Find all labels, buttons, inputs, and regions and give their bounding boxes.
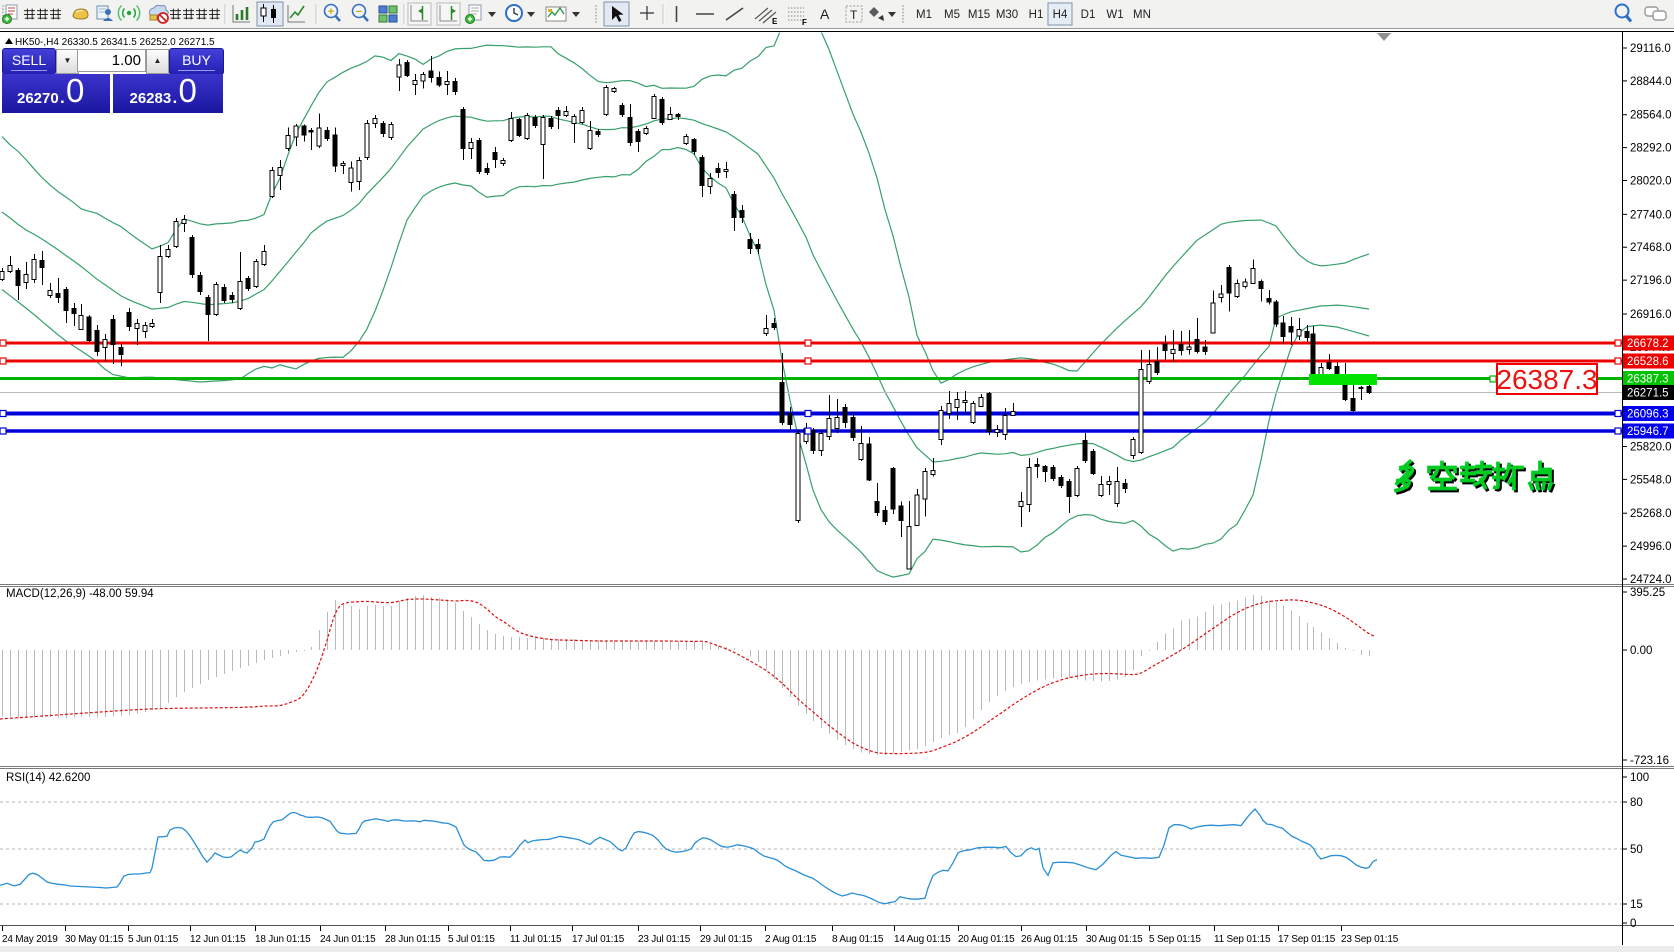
svg-text:26271.5: 26271.5 [1627,388,1669,400]
svg-text:28292.0: 28292.0 [1630,143,1672,155]
svg-text:W1: W1 [1106,9,1123,21]
svg-text:25820.0: 25820.0 [1630,441,1672,453]
svg-text:25268.0: 25268.0 [1630,508,1672,520]
svg-text:80: 80 [1630,797,1643,809]
svg-text:MACD(12,26,9) -48.00 59.94: MACD(12,26,9) -48.00 59.94 [6,588,154,600]
svg-text:30 Aug 01:15: 30 Aug 01:15 [1086,934,1143,945]
svg-text:17 Sep 01:15: 17 Sep 01:15 [1278,934,1336,945]
svg-text:5 Sep 01:15: 5 Sep 01:15 [1149,934,1201,945]
svg-text:H4: H4 [1053,9,1068,21]
svg-text:28564.0: 28564.0 [1630,110,1672,122]
svg-text:2 Aug 01:15: 2 Aug 01:15 [765,934,817,945]
svg-text:11 Jul 01:15: 11 Jul 01:15 [510,934,562,945]
svg-text:E: E [772,17,778,26]
svg-text:HK50-,H4 26330.5 26341.5 2625: HK50-,H4 26330.5 26341.5 26252.0 26271.5 [15,37,215,48]
svg-text:8 Aug 01:15: 8 Aug 01:15 [832,934,884,945]
svg-text:5 Jun 01:15: 5 Jun 01:15 [128,934,179,945]
svg-text:5 Jul 01:15: 5 Jul 01:15 [448,934,495,945]
svg-text:-723.16: -723.16 [1630,755,1669,767]
svg-text:18 Jun 01:15: 18 Jun 01:15 [255,934,311,945]
svg-text:M1: M1 [916,9,932,21]
svg-text:14 Aug 01:15: 14 Aug 01:15 [894,934,951,945]
svg-text:26528.6: 26528.6 [1627,356,1669,368]
svg-text:23 Jul 01:15: 23 Jul 01:15 [638,934,691,945]
svg-text:25946.7: 25946.7 [1627,426,1669,438]
svg-text:20 Aug 01:15: 20 Aug 01:15 [958,934,1015,945]
svg-text:12 Jun 01:15: 12 Jun 01:15 [190,934,246,945]
svg-text:28 Jun 01:15: 28 Jun 01:15 [385,934,441,945]
svg-text:23 Sep 01:15: 23 Sep 01:15 [1341,934,1399,945]
svg-text:T: T [850,8,858,22]
svg-text:RSI(14) 42.6200: RSI(14) 42.6200 [6,772,90,784]
svg-text:0: 0 [1630,918,1636,930]
svg-text:D1: D1 [1081,9,1096,21]
svg-text:27468.0: 27468.0 [1630,242,1672,254]
svg-text:29116.0: 29116.0 [1630,43,1671,55]
svg-text:MN: MN [1133,9,1151,21]
svg-text:26096.3: 26096.3 [1627,409,1669,421]
svg-text:26916.0: 26916.0 [1630,309,1672,321]
svg-text:26 Aug 01:15: 26 Aug 01:15 [1021,934,1078,945]
svg-text:26387.3: 26387.3 [1627,374,1669,386]
svg-text:−: − [356,6,362,18]
svg-text:25548.0: 25548.0 [1630,474,1672,486]
svg-text:24996.0: 24996.0 [1630,541,1672,553]
svg-text:395.25: 395.25 [1630,587,1665,599]
svg-text:27740.0: 27740.0 [1630,209,1672,221]
svg-text:0.00: 0.00 [1630,645,1652,657]
svg-text:27196.0: 27196.0 [1630,275,1672,287]
svg-text:M15: M15 [968,9,990,21]
svg-text:100: 100 [1630,772,1649,784]
svg-text:28020.0: 28020.0 [1630,176,1672,188]
svg-text:24 Jun 01:15: 24 Jun 01:15 [320,934,376,945]
svg-text:F: F [802,18,807,27]
svg-text:26387.3: 26387.3 [1496,364,1597,395]
svg-text:M30: M30 [996,9,1018,21]
svg-text:11 Sep 01:15: 11 Sep 01:15 [1214,934,1271,945]
svg-text:29 Jul 01:15: 29 Jul 01:15 [700,934,753,945]
svg-text:17 Jul 01:15: 17 Jul 01:15 [572,934,625,945]
svg-text:30 May 01:15: 30 May 01:15 [65,934,124,945]
svg-text:24 May 2019: 24 May 2019 [2,934,58,945]
svg-text:A: A [820,6,830,22]
svg-text:15: 15 [1630,899,1643,911]
svg-text:+: + [328,6,334,18]
svg-text:M5: M5 [944,9,960,21]
svg-text:50: 50 [1630,844,1643,856]
svg-text:26678.2: 26678.2 [1627,338,1669,350]
svg-text:H1: H1 [1029,9,1044,21]
svg-text:24724.0: 24724.0 [1630,574,1672,586]
svg-text:28844.0: 28844.0 [1630,76,1672,88]
